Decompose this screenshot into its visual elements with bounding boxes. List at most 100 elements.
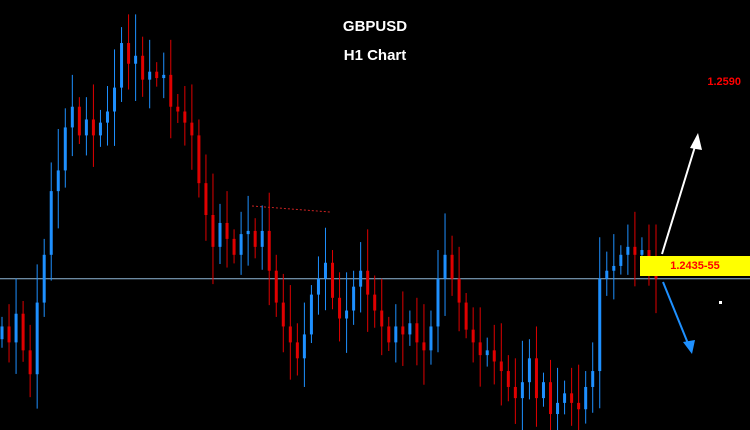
candle-body bbox=[401, 326, 405, 335]
candle-body bbox=[457, 278, 461, 303]
candle-body bbox=[7, 326, 11, 343]
candle-body bbox=[527, 358, 531, 383]
candle-body bbox=[127, 43, 131, 64]
candle-body bbox=[190, 122, 194, 136]
candle-body bbox=[21, 313, 25, 351]
candle-body bbox=[541, 382, 545, 399]
candle-body bbox=[626, 246, 630, 255]
candle-body bbox=[422, 342, 426, 351]
candle-body bbox=[563, 393, 567, 403]
current-price-label: 1.2435-55 bbox=[640, 256, 750, 276]
candle-body bbox=[63, 127, 67, 171]
chart-title: GBPUSD bbox=[342, 18, 408, 35]
candle-body bbox=[612, 265, 616, 271]
candle-body bbox=[513, 386, 517, 399]
candle-body bbox=[98, 122, 102, 136]
candle-body bbox=[134, 55, 138, 64]
candle-body bbox=[415, 323, 419, 343]
candle-body bbox=[408, 323, 412, 335]
candle-body bbox=[155, 71, 159, 79]
candle-body bbox=[577, 402, 581, 410]
candle-body bbox=[323, 262, 327, 279]
target-price-label: 1.2590 bbox=[707, 76, 741, 88]
candle-body bbox=[619, 254, 623, 266]
candle-body bbox=[42, 254, 46, 303]
candle-body bbox=[338, 297, 342, 319]
candle-body bbox=[204, 183, 208, 215]
candle-body bbox=[352, 286, 356, 311]
candle-body bbox=[366, 270, 370, 295]
candle-body bbox=[162, 74, 166, 79]
candle-body bbox=[288, 326, 292, 343]
candle-body bbox=[218, 222, 222, 247]
candle-body bbox=[373, 294, 377, 311]
candle-body bbox=[113, 87, 117, 112]
candle-body bbox=[549, 382, 553, 415]
candle-body bbox=[246, 230, 250, 235]
candle-body bbox=[302, 334, 306, 359]
candle-body bbox=[478, 342, 482, 356]
candle-body bbox=[183, 111, 187, 123]
candle-body bbox=[640, 250, 644, 255]
candle-body bbox=[274, 270, 278, 303]
candle-body bbox=[359, 270, 363, 287]
candlesticks bbox=[0, 14, 658, 430]
marker-dot bbox=[719, 301, 722, 304]
candle-body bbox=[84, 119, 88, 136]
candle-body bbox=[49, 191, 53, 255]
candle-body bbox=[387, 326, 391, 343]
candle-body bbox=[253, 230, 257, 247]
candle-body bbox=[464, 302, 468, 330]
candle-body bbox=[598, 278, 602, 372]
candle-body bbox=[316, 278, 320, 295]
candle-body bbox=[380, 310, 384, 327]
candle-body bbox=[141, 55, 145, 80]
down-arrow bbox=[662, 281, 695, 354]
candle-body bbox=[331, 262, 335, 298]
chart-subtitle: H1 Chart bbox=[343, 47, 407, 64]
candle-body bbox=[70, 106, 74, 128]
candle-body bbox=[556, 402, 560, 415]
candle-body bbox=[485, 350, 489, 356]
resistance-trendline bbox=[251, 205, 331, 213]
candle-body bbox=[169, 74, 173, 107]
candle-body bbox=[239, 234, 243, 255]
candle-body bbox=[534, 358, 538, 399]
candle-body bbox=[176, 106, 180, 112]
candle-body bbox=[91, 119, 95, 136]
candle-body bbox=[56, 170, 60, 192]
candle-body bbox=[492, 350, 496, 362]
candle-body bbox=[35, 302, 39, 375]
candle-body bbox=[148, 71, 152, 80]
candle-body bbox=[443, 254, 447, 279]
candle-body bbox=[28, 350, 32, 375]
candle-body bbox=[105, 111, 109, 123]
candle-body bbox=[436, 278, 440, 327]
candle-body bbox=[520, 382, 524, 399]
candle-body bbox=[225, 222, 229, 239]
candle-body bbox=[232, 238, 236, 255]
candle-body bbox=[0, 326, 4, 340]
candle-body bbox=[394, 326, 398, 343]
candle-body bbox=[471, 329, 475, 343]
candle-body bbox=[120, 43, 124, 88]
candle-body bbox=[429, 326, 433, 351]
candle-body bbox=[584, 386, 588, 410]
candle-body bbox=[345, 310, 349, 319]
candle-body bbox=[570, 393, 574, 403]
candle-body bbox=[309, 294, 313, 335]
candle-body bbox=[506, 371, 510, 387]
candle-body bbox=[605, 270, 609, 279]
candle-body bbox=[450, 254, 454, 279]
candle-body bbox=[197, 135, 201, 184]
candle-body bbox=[77, 106, 81, 136]
candle-body bbox=[14, 313, 18, 343]
up-arrow bbox=[661, 133, 702, 255]
candle-body bbox=[295, 342, 299, 359]
candle-body bbox=[267, 230, 271, 271]
candle-body bbox=[211, 215, 215, 247]
candle-body bbox=[633, 246, 637, 255]
candle-body bbox=[591, 371, 595, 387]
candle-body bbox=[260, 230, 264, 247]
